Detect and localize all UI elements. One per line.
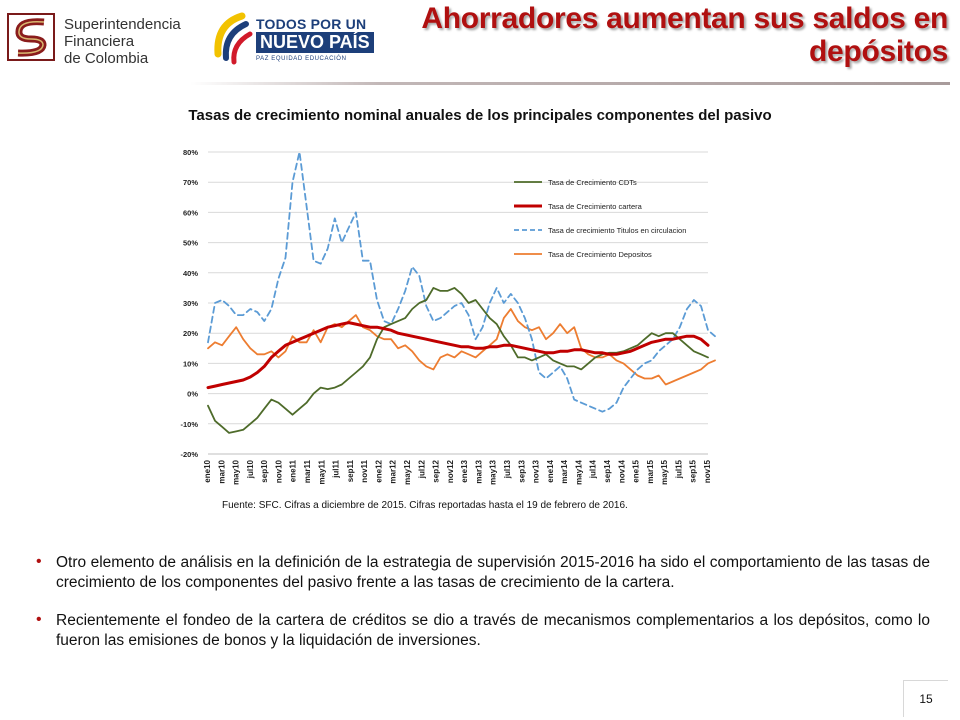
x-tick-label: may10 xyxy=(232,459,241,484)
x-tick-label: sep11 xyxy=(346,459,355,482)
bullet-item-1: • Otro elemento de análisis en la defini… xyxy=(36,553,930,593)
x-tick-label: ene10 xyxy=(203,459,212,482)
x-tick-label: ene14 xyxy=(546,459,555,482)
bullet-text-2: Recientemente el fondeo de la cartera de… xyxy=(56,612,930,649)
series-line-3 xyxy=(207,151,716,413)
x-axis: ene10 mar10 may10 jul10 sep10 nov10 ene11 mar11… xyxy=(203,453,712,485)
y-tick-label: 80% xyxy=(183,148,198,157)
x-tick-label: jul14 xyxy=(589,459,598,479)
x-tick-label: nov13 xyxy=(532,459,541,483)
x-tick-label: mar13 xyxy=(474,459,483,483)
x-tick-label: sep12 xyxy=(432,459,441,482)
pais-line-1: TODOS POR UN xyxy=(256,16,367,32)
bullet-list: • Otro elemento de análisis en la defini… xyxy=(36,553,930,669)
y-tick-label: 70% xyxy=(183,178,198,187)
x-tick-label: may15 xyxy=(660,459,669,484)
x-tick-label: sep14 xyxy=(603,459,612,482)
sfc-logo: Superintendencia Financiera de Colombia xyxy=(6,8,186,68)
sfc-name: Superintendencia Financiera de Colombia xyxy=(64,16,181,67)
page-number: 15 xyxy=(903,680,948,717)
x-tick-label: mar15 xyxy=(646,459,655,483)
pais-tagline: PAZ EQUIDAD EDUCACIÓN xyxy=(256,56,347,62)
x-tick-label: jul10 xyxy=(246,459,255,479)
header-divider xyxy=(190,82,950,85)
x-tick-label: nov11 xyxy=(360,459,369,482)
y-tick-label: 10% xyxy=(183,359,198,368)
x-tick-label: mar14 xyxy=(560,459,569,483)
series-line-2 xyxy=(206,321,710,390)
x-tick-label: may14 xyxy=(574,459,583,484)
y-tick-label: 0% xyxy=(187,390,198,399)
bullet-item-2: • Recientemente el fondeo de la cartera … xyxy=(36,611,930,651)
x-tick-label: jul12 xyxy=(417,459,426,479)
bullet-dot-icon: • xyxy=(36,611,42,628)
legend-label: Tasa de Crecimiento CDTs xyxy=(548,178,637,187)
x-tick-label: ene12 xyxy=(374,459,383,482)
y-tick-label: 20% xyxy=(183,329,198,338)
x-tick-label: may12 xyxy=(403,459,412,484)
sfc-line-1: Superintendencia xyxy=(64,16,181,33)
x-tick-label: nov10 xyxy=(274,459,283,483)
line-chart: -20% -10% 0% 10% 20% 30% 40% 50% 60% 70% 80% ene10… xyxy=(180,148,716,485)
x-tick-label: may13 xyxy=(489,459,498,484)
bullet-text-1: Otro elemento de análisis en la definici… xyxy=(56,554,930,591)
x-tick-label: ene15 xyxy=(632,459,641,482)
x-tick-label: mar11 xyxy=(303,459,312,483)
x-tick-label: jul15 xyxy=(674,459,683,479)
chart-grid xyxy=(208,151,708,455)
series-line-4 xyxy=(207,308,716,386)
x-tick-label: sep10 xyxy=(260,459,269,482)
chart-legend: Tasa de Crecimiento CDTs Tasa de Crecimie… xyxy=(514,178,686,259)
y-tick-label: -20% xyxy=(180,450,198,459)
sfc-line-3: de Colombia xyxy=(64,50,149,67)
x-tick-label: mar10 xyxy=(217,459,226,483)
chart-source-note: Fuente: SFC. Cifras a diciembre de 2015.… xyxy=(222,500,628,511)
x-tick-label: nov12 xyxy=(446,459,455,483)
y-tick-label: 50% xyxy=(183,239,198,248)
y-tick-label: -10% xyxy=(180,420,198,429)
x-tick-label: ene13 xyxy=(460,459,469,482)
todos-por-un-nuevo-pais-logo: TODOS POR UN NUEVO PAÍS PAZ EQUIDAD EDUC… xyxy=(212,10,374,68)
sfc-emblem-icon xyxy=(7,13,55,61)
legend-label: Tasa de Crecimiento cartera xyxy=(548,202,643,211)
chart-title: Tasas de crecimiento nominal anuales de … xyxy=(188,107,772,124)
x-tick-label: nov15 xyxy=(703,459,712,483)
slide-title: Ahorradores aumentan sus saldos en depós… xyxy=(421,2,948,68)
legend-label: Tasa de crecimiento Titulos en circulaci… xyxy=(548,226,686,235)
x-tick-label: ene11 xyxy=(289,459,298,482)
x-tick-label: nov14 xyxy=(617,459,626,483)
x-tick-label: sep13 xyxy=(517,459,526,482)
colombia-swirl-icon xyxy=(214,12,253,65)
y-axis: -20% -10% 0% 10% 20% 30% 40% 50% 60% 70% 80% xyxy=(180,148,198,459)
chart-series xyxy=(206,151,716,434)
bullet-dot-icon: • xyxy=(36,553,42,570)
x-tick-label: jul13 xyxy=(503,459,512,479)
x-tick-label: jul11 xyxy=(332,459,341,478)
y-tick-label: 40% xyxy=(183,269,198,278)
legend-label: Tasa de Crecimiento Depositos xyxy=(548,250,652,259)
x-tick-label: may11 xyxy=(317,459,326,484)
sfc-line-2: Financiera xyxy=(64,33,135,50)
y-tick-label: 30% xyxy=(183,299,198,308)
x-tick-label: mar12 xyxy=(389,459,398,483)
y-tick-label: 60% xyxy=(183,208,198,217)
series-line-1 xyxy=(207,287,709,434)
x-tick-label: sep15 xyxy=(689,459,698,482)
slide-header: Superintendencia Financiera de Colombia … xyxy=(0,0,960,88)
pais-line-2: NUEVO PAÍS xyxy=(256,32,374,53)
